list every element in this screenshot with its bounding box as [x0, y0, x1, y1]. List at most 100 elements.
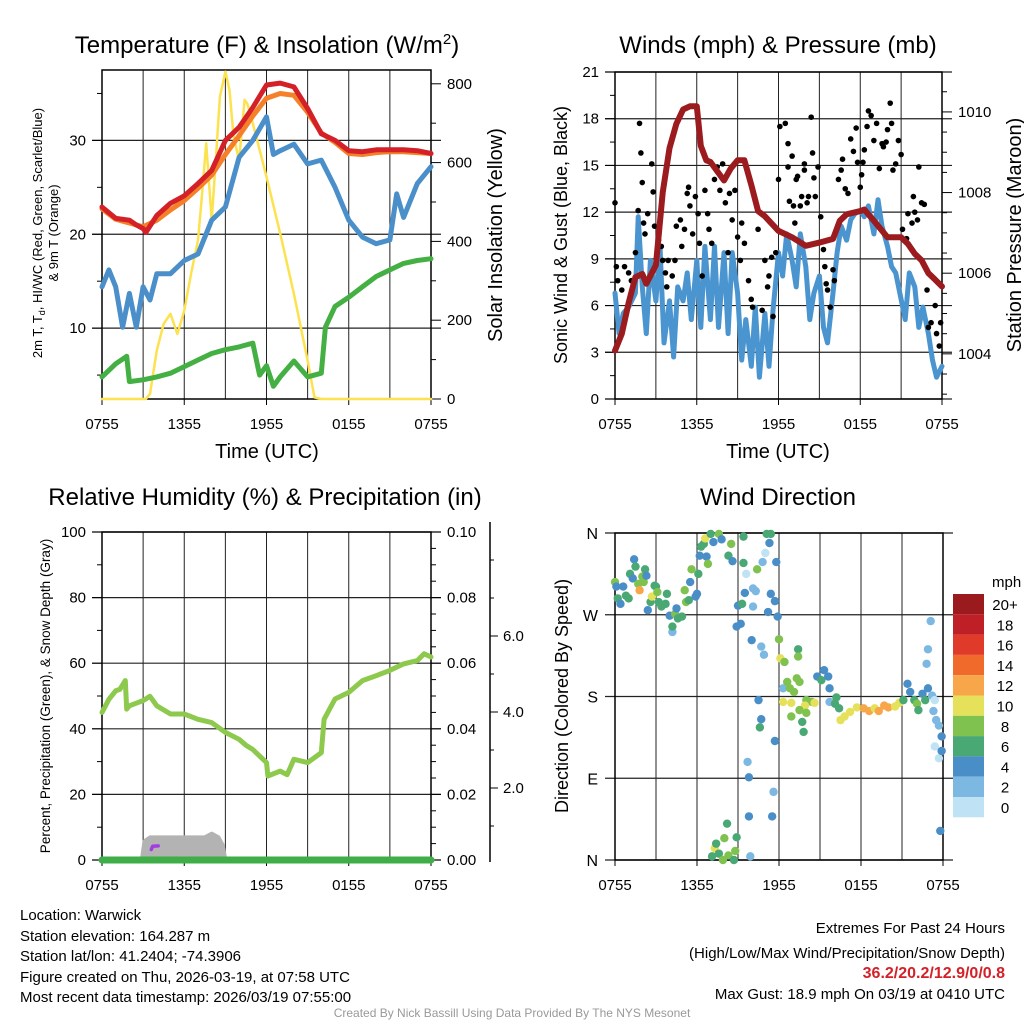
legend-swatch [953, 675, 984, 696]
wind-direction-point [929, 706, 938, 716]
gust-point [677, 217, 684, 223]
gust-point [706, 226, 712, 233]
winds-x-tick-label: 0755 [598, 416, 631, 433]
wind-direction-point [914, 705, 923, 715]
created-text: Figure created on Thu, 2026-03-19, at 07… [20, 968, 350, 986]
wind-direction-point [757, 715, 766, 724]
gust-point [635, 207, 641, 214]
direction-x-tick-label: 0755 [926, 877, 959, 894]
precip-y-tick-label: 0.06 [447, 655, 476, 672]
wind-direction-point [834, 704, 844, 713]
wind-direction-point [845, 707, 855, 717]
wind-direction-point [748, 602, 758, 611]
gust-point [928, 319, 934, 326]
humidity-x-tick-label: 0755 [414, 877, 447, 894]
legend-label: 10 [997, 699, 1014, 716]
gust-point [842, 185, 849, 192]
temperature-y-axis-title: 2m T, Td, HI/WC (Red, Green, Scarlet/Blu… [30, 108, 47, 358]
pressure-y-tick-label: 1006 [958, 265, 991, 282]
temperature-x-axis-title: Time (UTC) [215, 441, 319, 463]
wind-direction-point [740, 588, 750, 598]
speed-legend: 20+ 18 16 14 12 10 8 6 4 2 0 [953, 594, 1018, 818]
wind-direction-point [770, 736, 780, 746]
winds-x-tick-label: 1355 [680, 416, 713, 433]
wind-direction-point [802, 708, 811, 718]
wind-direction-point [707, 852, 717, 861]
gust-point [887, 100, 894, 106]
wind-direction-point [763, 607, 773, 617]
humidity-x-tick-label: 0155 [332, 877, 365, 894]
wind-direction-point [717, 535, 726, 544]
wind-direction-point [936, 826, 945, 836]
gust-point [719, 161, 726, 167]
winds-x-tick-label: 0155 [844, 416, 877, 433]
wind-direction-point [787, 712, 796, 721]
wind-direction-point [680, 586, 689, 595]
gust-point [805, 193, 812, 200]
max-gust-text: Max Gust: 18.9 mph On 03/19 at 0410 UTC [714, 985, 1005, 1003]
wind-direction-point [810, 698, 819, 708]
wind-direction-point [639, 577, 648, 587]
wind-direction-point [773, 612, 782, 621]
wind-direction-point [732, 833, 741, 842]
speed-legend-title: mph [992, 574, 1021, 591]
wind-direction-point [772, 557, 781, 567]
gust-point [921, 201, 928, 208]
wind-direction-point [757, 642, 766, 651]
wind-direction-point [884, 703, 893, 712]
dewpoint-line [99, 256, 434, 389]
gust-point [835, 176, 842, 183]
gust-point [845, 190, 851, 197]
wind-direction-point [937, 746, 946, 756]
extremes-title: Extremes For Past 24 Hours [815, 920, 1005, 937]
wind-direction-point [832, 693, 841, 702]
gust-point [864, 123, 870, 130]
legend-label: 20+ [992, 597, 1018, 614]
gust-point [619, 287, 625, 293]
wind-direction-point [817, 675, 826, 685]
gust-point [892, 161, 899, 167]
direction-x-tick-label: 1955 [762, 877, 795, 894]
gust-point [711, 176, 718, 183]
gust-point [692, 193, 699, 200]
legend-label: 12 [997, 678, 1014, 695]
gust-point [909, 220, 915, 226]
direction-x-tick-label: 1355 [680, 877, 713, 894]
gust-point [729, 217, 735, 223]
legend-swatch [953, 695, 984, 716]
wind-direction-point [742, 569, 751, 579]
wind-direction-point [709, 537, 718, 547]
gust-point [932, 302, 938, 309]
legend-swatch [953, 715, 984, 737]
gust-point [684, 190, 691, 197]
extremes-info: Extremes For Past 24 Hours (High/Low/Max… [689, 919, 1005, 1005]
temperature-y-tick-label: 20 [69, 226, 86, 243]
gust-point [782, 120, 789, 127]
pressure-y-axis-title: Station Pressure (Maroon) [1004, 118, 1024, 353]
gust-point [636, 120, 643, 127]
recent-data-text: Most recent data timestamp: 2026/03/19 0… [20, 989, 352, 1006]
temperature-panel-title: Temperature (F) & Insolation (W/m2) [75, 31, 459, 59]
gust-point [681, 226, 688, 233]
wind-direction-point [758, 557, 767, 567]
winds-x-axis-title: Time (UTC) [726, 441, 830, 463]
wind-direction-point [739, 532, 748, 541]
gust-point [659, 257, 666, 264]
gust-point [925, 324, 932, 331]
wind-direction-point [685, 577, 695, 587]
wind-direction-point [922, 659, 931, 668]
humidity-x-tick-label: 1955 [250, 877, 283, 894]
gust-point [858, 171, 865, 178]
gust-point [817, 214, 824, 220]
precip-y-tick-label: 0.10 [447, 524, 476, 541]
gust-point [638, 150, 644, 156]
wind-direction-point [640, 565, 650, 574]
wind-direction-point [653, 587, 662, 597]
wind-direction-point [923, 645, 933, 654]
gust-point [770, 313, 776, 320]
solar-y-axis-title: Solar Insolation (Yellow) [485, 128, 507, 342]
pressure-y-tick-label: 1010 [958, 104, 991, 121]
gust-point [820, 246, 827, 253]
wind-y-tick-label: 15 [582, 157, 599, 174]
